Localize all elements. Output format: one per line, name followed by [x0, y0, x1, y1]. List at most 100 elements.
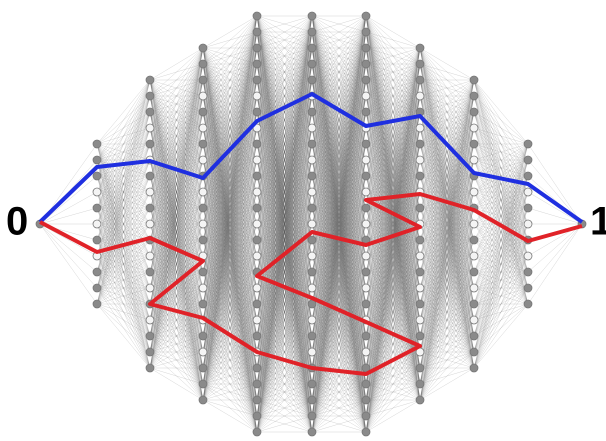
node — [307, 187, 317, 197]
blue-path — [38, 92, 584, 224]
node — [145, 123, 155, 133]
node — [415, 363, 425, 373]
node — [523, 203, 533, 213]
node — [198, 395, 208, 405]
node — [307, 107, 317, 117]
node — [469, 267, 479, 277]
node — [145, 171, 155, 181]
node — [145, 203, 155, 213]
node — [361, 331, 371, 341]
node — [252, 203, 262, 213]
node — [523, 283, 533, 293]
node — [198, 379, 208, 389]
node — [252, 251, 262, 261]
node — [145, 363, 155, 373]
node — [361, 171, 371, 181]
node — [361, 187, 371, 197]
node — [252, 363, 262, 373]
node — [198, 107, 208, 117]
source-label: 0 — [6, 200, 28, 244]
node — [307, 235, 317, 245]
node — [523, 299, 533, 309]
node — [469, 299, 479, 309]
node — [415, 171, 425, 181]
node — [469, 283, 479, 293]
node — [469, 75, 479, 85]
node — [307, 59, 317, 69]
node — [198, 267, 208, 277]
node — [198, 331, 208, 341]
node — [252, 427, 262, 437]
sink-label: 1 — [590, 200, 606, 244]
node — [307, 203, 317, 213]
node — [198, 155, 208, 165]
node — [92, 299, 102, 309]
node — [307, 395, 317, 405]
node — [469, 155, 479, 165]
node — [523, 267, 533, 277]
node — [92, 235, 102, 245]
node — [523, 171, 533, 181]
node — [361, 395, 371, 405]
node — [145, 251, 155, 261]
node — [523, 251, 533, 261]
node — [415, 379, 425, 389]
node — [307, 75, 317, 85]
node — [523, 139, 533, 149]
node — [415, 331, 425, 341]
node — [145, 107, 155, 117]
node — [198, 347, 208, 357]
node — [252, 139, 262, 149]
node — [307, 123, 317, 133]
node — [307, 43, 317, 53]
node — [252, 299, 262, 309]
node — [361, 139, 371, 149]
node — [252, 331, 262, 341]
node — [252, 395, 262, 405]
node — [252, 91, 262, 101]
node — [252, 379, 262, 389]
node — [252, 187, 262, 197]
node — [361, 27, 371, 37]
node — [361, 91, 371, 101]
node — [415, 123, 425, 133]
node — [469, 107, 479, 117]
node — [361, 427, 371, 437]
node — [361, 59, 371, 69]
node — [307, 411, 317, 421]
node — [469, 187, 479, 197]
node — [415, 139, 425, 149]
node — [361, 155, 371, 165]
node — [92, 155, 102, 165]
node — [145, 75, 155, 85]
node — [361, 43, 371, 53]
node — [92, 267, 102, 277]
node — [198, 59, 208, 69]
node — [307, 251, 317, 261]
node — [361, 379, 371, 389]
node — [307, 315, 317, 325]
node — [145, 91, 155, 101]
node — [252, 59, 262, 69]
node — [198, 139, 208, 149]
node — [469, 235, 479, 245]
edges — [39, 15, 583, 433]
node — [469, 91, 479, 101]
node — [252, 155, 262, 165]
node — [198, 43, 208, 53]
node — [145, 315, 155, 325]
node — [145, 187, 155, 197]
node — [252, 75, 262, 85]
node — [469, 331, 479, 341]
edge-mesh — [39, 15, 583, 433]
node — [415, 283, 425, 293]
node — [415, 315, 425, 325]
node — [198, 75, 208, 85]
node — [307, 155, 317, 165]
node — [469, 123, 479, 133]
node — [307, 139, 317, 149]
node — [523, 219, 533, 229]
node — [361, 251, 371, 261]
node — [415, 395, 425, 405]
